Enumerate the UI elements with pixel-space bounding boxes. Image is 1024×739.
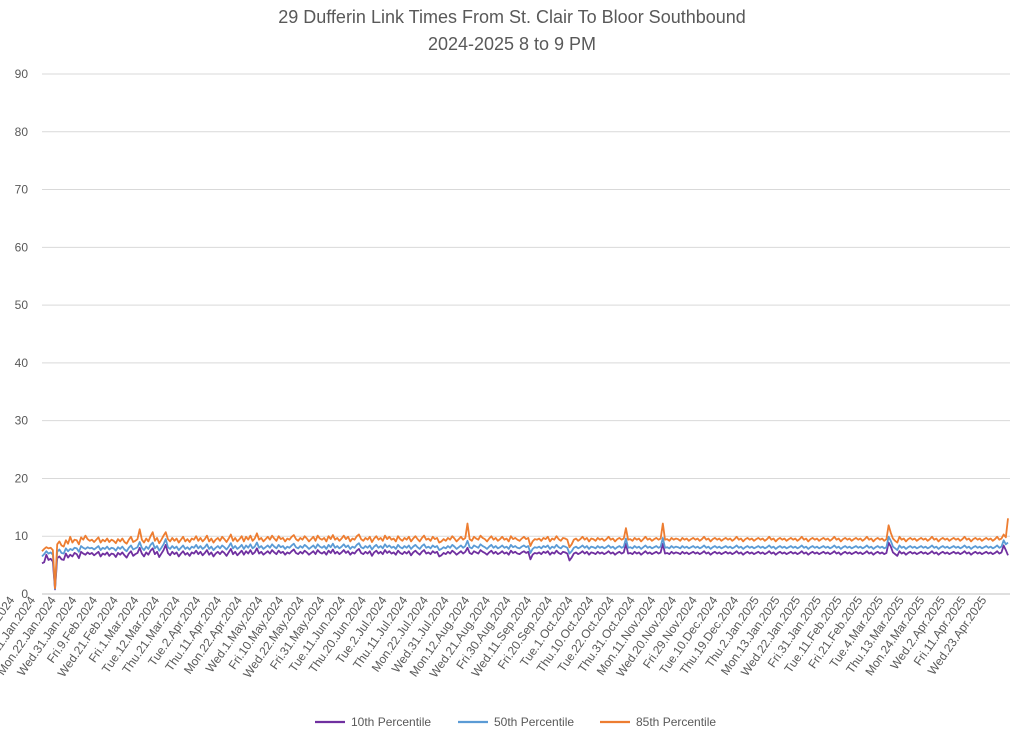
series-line-1 bbox=[41, 541, 1009, 591]
y-tick-label: 40 bbox=[15, 356, 29, 370]
legend: 10th Percentile 50th Percentile 85th Perce… bbox=[315, 715, 716, 729]
legend-label: 85th Percentile bbox=[636, 715, 716, 729]
y-tick-label: 50 bbox=[15, 298, 29, 312]
x-axis-tick-labels: Tue.2.Jan.2024Thu.11.Jan.2024Mon.22.Jan.… bbox=[0, 593, 990, 680]
legend-label: 10th Percentile bbox=[351, 715, 431, 729]
y-tick-label: 80 bbox=[15, 125, 29, 139]
y-tick-label: 90 bbox=[15, 67, 29, 81]
series-line-3 bbox=[41, 518, 1009, 590]
y-tick-label: 30 bbox=[15, 414, 29, 428]
series-line-2 bbox=[41, 535, 1009, 590]
series-lines bbox=[41, 518, 1009, 591]
y-tick-label: 0 bbox=[21, 587, 28, 601]
chart-title: 29 Dufferin Link Times From St. Clair To… bbox=[278, 7, 746, 27]
chart-subtitle: 2024-2025 8 to 9 PM bbox=[428, 34, 596, 54]
y-tick-label: 20 bbox=[15, 471, 29, 485]
legend-label: 50th Percentile bbox=[494, 715, 574, 729]
gridlines bbox=[42, 73, 1010, 595]
y-tick-label: 10 bbox=[15, 529, 29, 543]
y-axis-tick-labels: 0 10 20 30 40 50 60 70 80 90 bbox=[15, 67, 29, 601]
y-tick-label: 60 bbox=[15, 240, 29, 254]
y-tick-label: 70 bbox=[15, 183, 29, 197]
